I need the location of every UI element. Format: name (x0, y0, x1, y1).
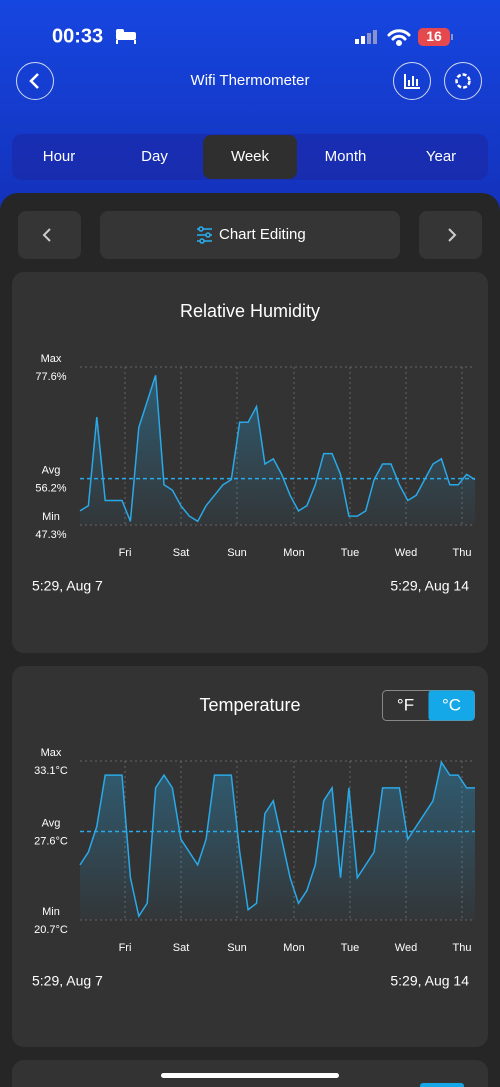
stats-icon (404, 74, 420, 89)
sliders-icon (197, 226, 212, 244)
page-title: Wifi Thermometer (191, 72, 310, 89)
chart-editing-label: Chart Editing (219, 226, 306, 243)
x-tick-label: Fri (119, 942, 132, 954)
header-bg (0, 0, 500, 230)
next-button[interactable] (419, 211, 482, 259)
back-icon (29, 73, 39, 89)
settings-button[interactable] (444, 62, 482, 100)
x-tick-label: Mon (283, 547, 304, 559)
y-tick-label: 56.2% (35, 482, 66, 494)
y-tick-label: 20.7°C (34, 924, 68, 936)
line (79, 760, 475, 919)
x-tick-label: Sat (173, 942, 190, 954)
chart-editing-button[interactable] (100, 211, 400, 259)
x-tick-label: Sat (173, 547, 190, 559)
tab[interactable]: Month (325, 148, 367, 165)
y-tick-name: Avg (42, 817, 61, 829)
home-indicator (161, 1073, 339, 1078)
x-tick-label: Tue (341, 942, 360, 954)
x-tick-label: Sun (227, 942, 247, 954)
y-tick-label: 77.6% (35, 371, 66, 383)
back-button[interactable] (16, 62, 54, 100)
battery-level: 16 (426, 28, 442, 44)
next-icon (448, 228, 457, 242)
chart-title: Temperature (199, 695, 300, 715)
end-date: 5:29, Aug 14 (390, 578, 469, 594)
y-tick-label: 27.6°C (34, 835, 68, 847)
tab[interactable]: Day (141, 148, 168, 165)
signal-icon (355, 30, 377, 44)
y-tick-name: Max (41, 353, 62, 365)
tab[interactable]: Hour (43, 148, 76, 165)
x-tick-label: Thu (453, 942, 472, 954)
x-tick-label: Fri (119, 547, 132, 559)
next-card-toggle (420, 1083, 464, 1087)
x-tick-label: Tue (341, 547, 360, 559)
tab[interactable]: Week (231, 148, 270, 165)
stats-button[interactable] (393, 62, 431, 100)
settings-icon (455, 73, 471, 89)
y-tick-name: Avg (42, 464, 61, 476)
start-date: 5:29, Aug 7 (32, 973, 103, 989)
bed-icon (116, 29, 136, 44)
wifi-icon (387, 29, 411, 46)
area (80, 762, 475, 920)
x-tick-label: Wed (395, 547, 417, 559)
end-date: 5:29, Aug 14 (390, 973, 469, 989)
unit-active-bg (428, 690, 475, 721)
tab[interactable]: Year (426, 148, 456, 165)
line (79, 375, 476, 523)
x-tick-label: Wed (395, 942, 417, 954)
x-tick-label: Sun (227, 547, 247, 559)
y-tick-label: 47.3% (35, 529, 66, 541)
unit-option[interactable]: °C (442, 695, 461, 714)
x-tick-label: Mon (283, 942, 304, 954)
y-tick-name: Min (42, 906, 60, 918)
clock: 00:33 (52, 25, 103, 47)
y-tick-name: Max (41, 747, 62, 759)
prev-button[interactable] (18, 211, 81, 259)
area (80, 375, 475, 525)
start-date: 5:29, Aug 7 (32, 578, 103, 594)
y-tick-name: Min (42, 511, 60, 523)
x-tick-label: Thu (453, 547, 472, 559)
battery (418, 28, 450, 46)
tab-active-bg (203, 135, 297, 179)
chart-title: Relative Humidity (180, 301, 320, 321)
unit-option[interactable]: °F (397, 695, 414, 714)
battery-tip (451, 34, 453, 40)
prev-icon (42, 228, 51, 242)
y-tick-label: 33.1°C (34, 765, 68, 777)
